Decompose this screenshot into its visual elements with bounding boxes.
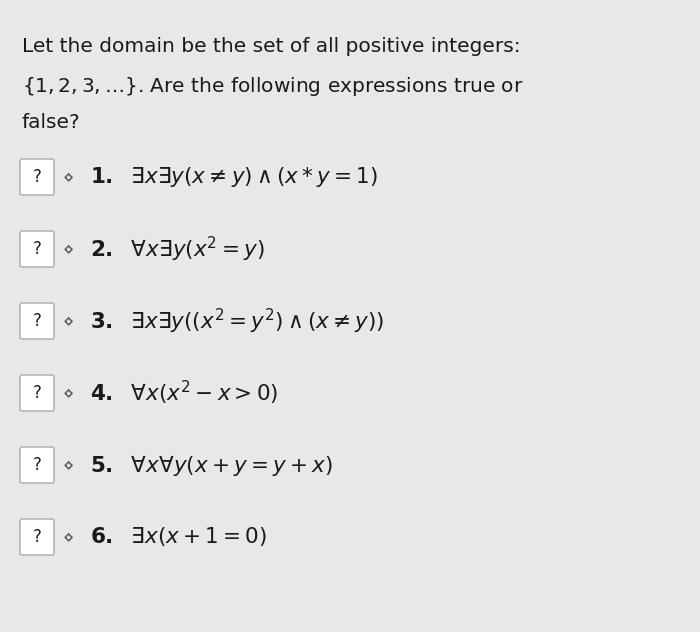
Text: $\mathbf{5.}$  $\forall x \forall y(x + y = y + x)$: $\mathbf{5.}$ $\forall x \forall y(x + y… [90,453,332,478]
Text: $\diamond$: $\diamond$ [62,384,74,402]
Text: Let the domain be the set of all positive integers:: Let the domain be the set of all positiv… [22,37,521,56]
Text: ?: ? [33,312,41,330]
FancyBboxPatch shape [20,519,54,555]
Text: $\diamond$: $\diamond$ [62,240,74,258]
Text: $\diamond$: $\diamond$ [62,312,74,330]
Text: $\diamond$: $\diamond$ [62,168,74,186]
Text: $\{1, 2, 3, \ldots\}$. Are the following expressions true or: $\{1, 2, 3, \ldots\}$. Are the following… [22,75,524,98]
Text: ?: ? [33,456,41,474]
Text: $\mathbf{3.}$  $\exists x \exists y((x^2 = y^2) \wedge (x \neq y))$: $\mathbf{3.}$ $\exists x \exists y((x^2 … [90,307,384,336]
FancyBboxPatch shape [20,375,54,411]
Text: ?: ? [33,240,41,258]
FancyBboxPatch shape [20,303,54,339]
Text: $\diamond$: $\diamond$ [62,456,74,474]
Text: ?: ? [33,528,41,546]
FancyBboxPatch shape [20,159,54,195]
Text: $\mathbf{1.}$  $\exists x \exists y(x \neq y) \wedge (x * y = 1)$: $\mathbf{1.}$ $\exists x \exists y(x \ne… [90,165,378,189]
Text: $\diamond$: $\diamond$ [62,528,74,546]
Text: $\mathbf{2.}$  $\forall x \exists y(x^2 = y)$: $\mathbf{2.}$ $\forall x \exists y(x^2 =… [90,234,265,264]
Text: $\mathbf{4.}$  $\forall x(x^2 - x > 0)$: $\mathbf{4.}$ $\forall x(x^2 - x > 0)$ [90,379,279,407]
Text: $\mathbf{6.}$  $\exists x(x + 1 = 0)$: $\mathbf{6.}$ $\exists x(x + 1 = 0)$ [90,525,267,549]
FancyBboxPatch shape [20,447,54,483]
FancyBboxPatch shape [20,231,54,267]
Text: ?: ? [33,168,41,186]
Text: ?: ? [33,384,41,402]
Text: false?: false? [22,113,80,132]
